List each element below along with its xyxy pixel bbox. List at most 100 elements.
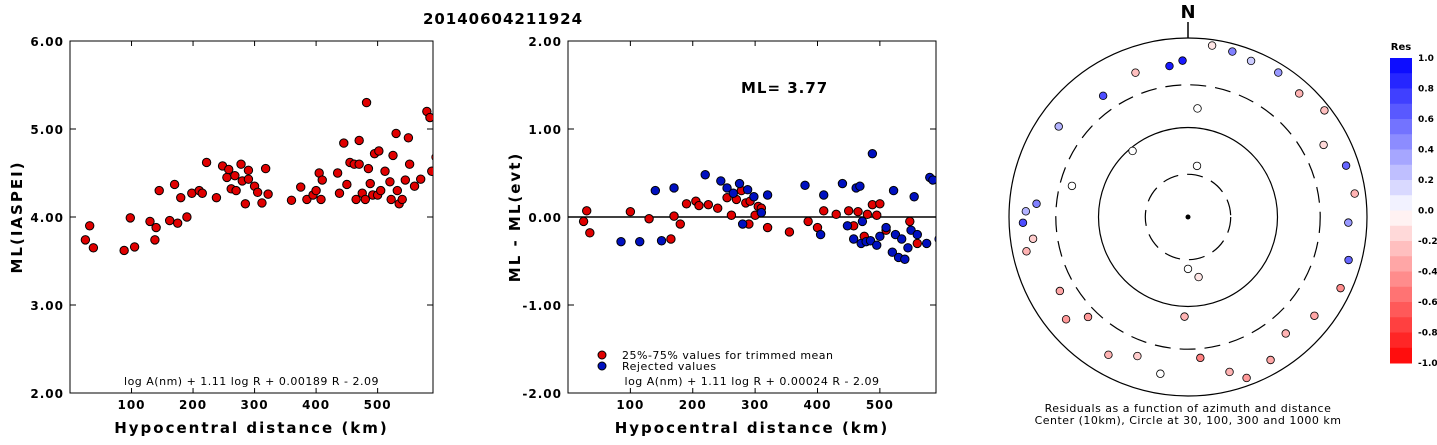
- colorbar-segment: [1390, 134, 1412, 150]
- data-point: [150, 235, 160, 245]
- y-tick-label: -1.00: [522, 299, 562, 313]
- rejected-point: [842, 221, 853, 231]
- data-point: [151, 222, 161, 233]
- azimuth-residual-polar-plot: N Residuals as a function of azimuth and …: [1008, 2, 1437, 427]
- data-point: [317, 175, 327, 185]
- data-point: [644, 214, 654, 224]
- station-marker: [1207, 41, 1217, 50]
- data-point: [404, 159, 415, 169]
- station-marker: [1193, 104, 1202, 113]
- colorbar-segment: [1390, 180, 1412, 196]
- rejected-point: [887, 247, 898, 257]
- data-point: [125, 213, 135, 223]
- station-marker: [1336, 283, 1345, 293]
- y-tick-label: 1.00: [528, 123, 562, 137]
- colorbar-segment: [1390, 88, 1412, 105]
- rejected-point: [815, 229, 826, 240]
- colorbar-segment: [1390, 332, 1412, 349]
- ring-300km: [1055, 84, 1321, 350]
- data-point: [164, 215, 175, 226]
- x-tick-label: 500: [866, 398, 894, 412]
- data-point: [875, 199, 885, 209]
- data-point: [380, 166, 390, 176]
- station-marker: [1281, 329, 1290, 338]
- data-point: [582, 206, 592, 216]
- rejected-point: [903, 243, 913, 253]
- colorbar-segment: [1390, 119, 1412, 135]
- rejected-point: [928, 175, 936, 185]
- rejected-point: [857, 216, 868, 227]
- station-marker: [1018, 218, 1028, 227]
- y-tick-label: 5.00: [30, 123, 64, 137]
- data-point: [831, 209, 841, 220]
- data-point: [286, 195, 297, 205]
- data-point: [862, 209, 873, 220]
- y-tick-label: 2.00: [528, 35, 562, 49]
- colorbar-segment: [1390, 347, 1412, 364]
- data-point: [872, 210, 882, 220]
- rejected-point: [650, 185, 661, 196]
- data-point: [311, 185, 321, 196]
- data-point: [252, 187, 263, 198]
- formula-text: log A(nm) + 1.11 log R + 0.00189 R - 2.0…: [124, 375, 379, 388]
- y-tick-label: 2.00: [30, 387, 64, 401]
- rejected-point: [900, 254, 910, 264]
- rejected-point: [888, 185, 899, 196]
- colorbar-tick-label: -0.2: [1418, 237, 1437, 247]
- station-marker: [1180, 312, 1189, 321]
- station-marker: [1192, 161, 1202, 171]
- colorbar-tick-label: 0.6: [1418, 115, 1434, 125]
- data-point: [176, 192, 186, 203]
- rejected-point: [716, 176, 726, 186]
- station-marker: [1350, 189, 1359, 198]
- data-point: [376, 185, 386, 196]
- rejected-point: [934, 235, 936, 243]
- polar-caption-line1: Residuals as a function of azimuth and d…: [1045, 402, 1332, 415]
- data-points: [80, 97, 433, 256]
- data-point: [80, 235, 91, 245]
- station-marker: [1266, 355, 1275, 365]
- station-marker: [1022, 247, 1031, 256]
- y-axis-label: ML(IASPEI): [8, 160, 26, 273]
- station-marker: [1178, 56, 1187, 65]
- station-marker: [1183, 264, 1193, 274]
- data-point: [853, 207, 863, 217]
- station-marker: [1098, 91, 1108, 100]
- data-point: [585, 228, 595, 238]
- station-marker: [1032, 199, 1041, 208]
- data-point: [339, 138, 349, 148]
- y-tick-label: -2.00: [522, 387, 562, 401]
- data-point: [197, 188, 207, 198]
- station-marker: [1021, 207, 1031, 216]
- data-point: [409, 181, 420, 191]
- colorbar-segment: [1390, 271, 1412, 288]
- station-marker: [1228, 47, 1237, 56]
- x-tick-label: 300: [741, 398, 769, 412]
- data-point: [425, 112, 433, 123]
- x-tick-label: 200: [679, 398, 707, 412]
- station-marker: [1344, 218, 1353, 227]
- colorbar-tick-label: 0.2: [1418, 176, 1434, 186]
- data-point: [427, 166, 433, 176]
- colorbar-segment: [1390, 317, 1412, 333]
- x-tick-label: 500: [364, 398, 392, 412]
- colorbar-segment: [1390, 225, 1412, 242]
- colorbar-segment: [1390, 149, 1412, 166]
- data-point: [263, 189, 273, 199]
- rejected-point: [669, 183, 679, 193]
- data-point: [400, 175, 411, 185]
- data-point: [681, 199, 692, 209]
- colorbar-segment: [1390, 103, 1412, 120]
- colorbar-segment: [1390, 164, 1412, 181]
- data-point: [240, 199, 251, 209]
- colorbar-segment: [1390, 256, 1412, 272]
- station-marker: [1133, 351, 1142, 361]
- data-point: [675, 219, 685, 229]
- x-tick-label: 200: [179, 398, 207, 412]
- data-point: [145, 216, 155, 227]
- data-point: [243, 165, 254, 176]
- legend-label: Rejected values: [622, 360, 717, 373]
- data-point: [222, 172, 232, 183]
- data-point: [385, 177, 395, 187]
- y-tick-label: 0.00: [528, 211, 562, 225]
